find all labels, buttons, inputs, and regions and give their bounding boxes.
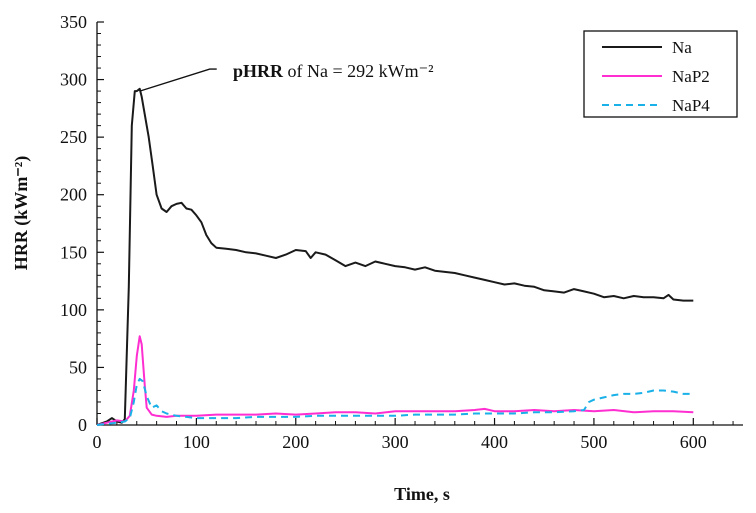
annotation-text: pHRR of Na = 292 kWm⁻² [233, 61, 434, 81]
y-tick-label: 0 [78, 415, 87, 435]
x-tick-label: 500 [580, 432, 607, 452]
y-tick-label: 300 [60, 70, 87, 90]
legend-label-nap2: NaP2 [672, 67, 710, 86]
y-tick-label: 350 [60, 12, 87, 32]
legend-box [583, 30, 738, 118]
y-tick-label: 150 [60, 242, 87, 262]
phrr-annotation: pHRR of Na = 292 kWm⁻² [139, 61, 434, 92]
x-tick-label: 100 [183, 432, 210, 452]
annotation-detail-text: of Na = 292 kWm⁻² [283, 61, 434, 81]
x-tick-label: 600 [680, 432, 707, 452]
legend-items: Na NaP2 NaP4 [602, 38, 710, 115]
y-axis-label: HRR (kWm⁻²) [11, 156, 32, 270]
x-tick-label: 300 [382, 432, 409, 452]
legend-label-nap4: NaP4 [672, 96, 710, 115]
annotation-leader-line [139, 68, 217, 92]
x-axis-label: Time, s [394, 484, 450, 504]
series-line-nap2 [96, 335, 694, 426]
legend-label-na: Na [672, 38, 692, 57]
x-tick-label: 400 [481, 432, 508, 452]
y-tick-label: 100 [60, 300, 87, 320]
legend: Na NaP2 NaP4 [583, 30, 738, 118]
y-ticks: 0 50 100 150 200 250 300 350 [60, 12, 104, 435]
y-tick-label: 250 [60, 127, 87, 147]
y-tick-label: 200 [60, 185, 87, 205]
series-lines [96, 87, 694, 426]
x-tick-label: 0 [93, 432, 102, 452]
series-line-na [96, 87, 694, 426]
y-tick-label: 50 [69, 357, 87, 377]
annotation-bold-text: pHRR [233, 61, 284, 81]
series-line-nap4 [96, 377, 694, 426]
plot-area: 0 50 100 150 200 250 300 350 0 100 200 300 400 500 60… [60, 12, 743, 452]
x-tick-label: 200 [282, 432, 309, 452]
x-ticks: 0 100 200 300 400 500 600 [93, 418, 734, 452]
